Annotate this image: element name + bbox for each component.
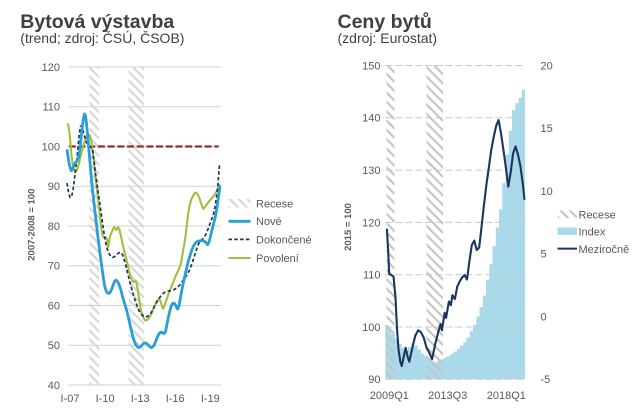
svg-text:110: 110 [42,102,60,114]
svg-text:15: 15 [541,123,553,135]
svg-text:Nové: Nové [256,216,282,228]
svg-text:I-16: I-16 [166,393,185,405]
svg-text:70: 70 [48,261,60,273]
svg-text:140: 140 [362,113,380,125]
svg-text:90: 90 [48,181,60,193]
svg-text:Index: Index [579,227,606,239]
svg-text:Recese: Recese [579,210,616,222]
svg-text:I-10: I-10 [96,393,115,405]
svg-text:90: 90 [368,374,380,386]
svg-text:120: 120 [42,62,60,74]
svg-text:Recese: Recese [256,198,293,210]
svg-text:Dokončené: Dokončené [256,234,312,246]
svg-text:10: 10 [541,186,553,198]
svg-text:40: 40 [48,380,60,392]
svg-text:100: 100 [362,322,380,334]
svg-text:80: 80 [48,221,60,233]
svg-text:100: 100 [42,141,60,153]
svg-text:Meziročně: Meziročně [579,244,630,256]
svg-text:50: 50 [48,340,60,352]
svg-text:110: 110 [363,270,381,282]
svg-text:Bytová výstavba: Bytová výstavba [20,11,174,33]
svg-text:2015 = 100: 2015 = 100 [343,203,354,251]
svg-text:2018Q1: 2018Q1 [487,390,526,402]
svg-text:0: 0 [541,311,547,323]
svg-text:2009Q1: 2009Q1 [370,390,409,402]
svg-text:(trend; zdroj: ČSÚ, ČSOB): (trend; zdroj: ČSÚ, ČSOB) [20,30,184,46]
svg-text:(zdroj: Eurostat): (zdroj: Eurostat) [338,30,438,46]
svg-text:Povolení: Povolení [256,253,299,265]
svg-text:2007-2008 = 100: 2007-2008 = 100 [27,189,38,261]
svg-text:I-07: I-07 [61,393,80,405]
svg-text:I-19: I-19 [201,393,220,405]
svg-text:60: 60 [48,300,60,312]
svg-text:I-13: I-13 [131,393,150,405]
svg-text:2013Q3: 2013Q3 [428,390,467,402]
svg-text:150: 150 [362,60,380,72]
svg-text:20: 20 [541,60,553,72]
svg-text:5: 5 [541,249,547,261]
svg-text:Ceny bytů: Ceny bytů [338,11,432,33]
svg-text:120: 120 [362,217,380,229]
svg-text:130: 130 [362,165,380,177]
svg-text:-5: -5 [541,374,551,386]
